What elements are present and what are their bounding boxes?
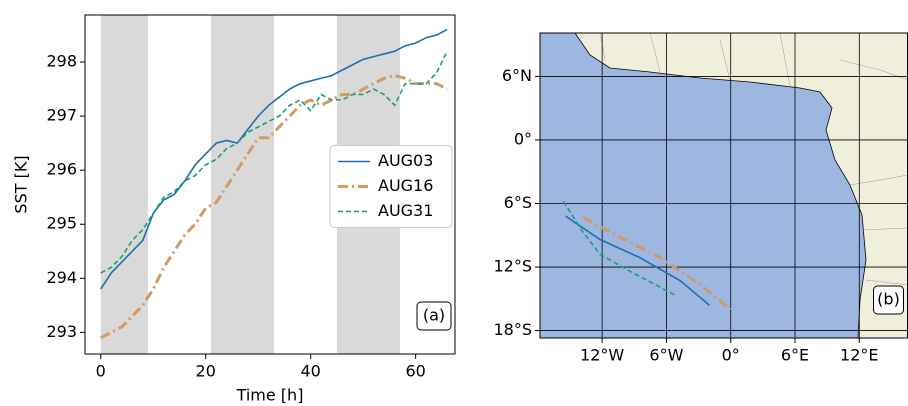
legend-label: AUG16 bbox=[378, 176, 433, 195]
annotation: (b) bbox=[877, 290, 900, 309]
x-tick-label: 6°W bbox=[649, 346, 683, 365]
x-tick-label: 60 bbox=[405, 362, 425, 381]
shaded-span bbox=[100, 15, 148, 354]
y-tick-label: 294 bbox=[46, 268, 77, 287]
y-tick-label: 298 bbox=[46, 52, 77, 71]
y-tick-label: 6°S bbox=[504, 193, 532, 212]
legend-box bbox=[329, 145, 453, 228]
annotation: (a) bbox=[423, 306, 445, 325]
y-tick-label: 295 bbox=[46, 214, 77, 233]
x-tick-label: 6°E bbox=[781, 346, 809, 365]
x-axis-label: Time [h] bbox=[236, 386, 304, 405]
x-tick-label: 12°W bbox=[580, 346, 624, 365]
track bbox=[562, 200, 677, 297]
y-tick-label: 6°N bbox=[502, 66, 532, 85]
y-tick-label: 296 bbox=[46, 160, 77, 179]
x-tick-label: 0° bbox=[722, 346, 740, 365]
y-tick-label: 297 bbox=[46, 106, 77, 125]
y-tick-label: 12°S bbox=[493, 257, 532, 276]
x-tick-label: 20 bbox=[196, 362, 216, 381]
x-tick-label: 12°E bbox=[840, 346, 878, 365]
annotation-box bbox=[416, 301, 452, 331]
series-line bbox=[100, 50, 448, 274]
map-background bbox=[540, 33, 907, 338]
track bbox=[582, 215, 732, 311]
y-tick-label: 0° bbox=[514, 129, 532, 148]
x-tick-label: 40 bbox=[300, 362, 320, 381]
shaded-span bbox=[210, 15, 274, 354]
legend-label: AUG31 bbox=[378, 201, 433, 220]
y-tick-label: 18°S bbox=[493, 320, 532, 339]
y-tick-label: 293 bbox=[46, 322, 77, 341]
legend-label: AUG03 bbox=[378, 151, 433, 170]
y-axis-label: SST [K] bbox=[12, 155, 31, 213]
x-tick-label: 0 bbox=[96, 362, 106, 381]
series-line bbox=[100, 74, 448, 340]
annotation-box bbox=[873, 285, 904, 315]
axes-frame bbox=[84, 14, 456, 355]
track bbox=[565, 215, 710, 306]
